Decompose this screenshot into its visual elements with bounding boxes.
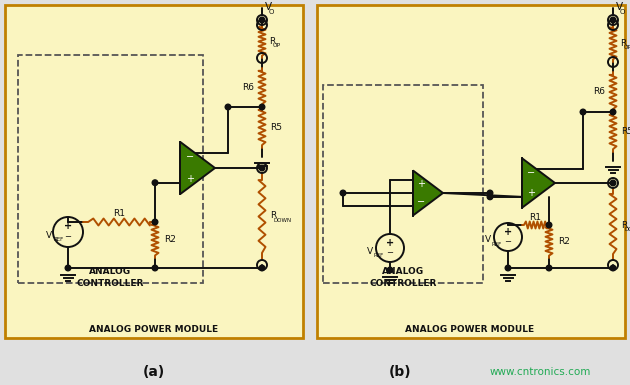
- Text: R5: R5: [270, 122, 282, 132]
- Circle shape: [225, 104, 231, 110]
- Text: ANALOG: ANALOG: [89, 268, 131, 276]
- Circle shape: [610, 180, 616, 186]
- Text: UP: UP: [623, 45, 630, 50]
- Polygon shape: [180, 142, 215, 194]
- Text: R1: R1: [113, 209, 125, 219]
- Text: −: −: [386, 248, 394, 257]
- Text: +: +: [527, 188, 536, 198]
- Text: O: O: [269, 9, 274, 15]
- Text: ANALOG POWER MODULE: ANALOG POWER MODULE: [406, 325, 535, 335]
- Text: CONTROLLER: CONTROLLER: [369, 278, 437, 288]
- Circle shape: [259, 104, 265, 110]
- Circle shape: [387, 267, 392, 273]
- Text: R: R: [621, 221, 627, 229]
- Text: V: V: [46, 231, 52, 239]
- Text: R5: R5: [621, 127, 630, 137]
- Circle shape: [580, 109, 586, 115]
- FancyBboxPatch shape: [5, 5, 303, 338]
- Text: −: −: [527, 167, 536, 177]
- Polygon shape: [522, 158, 555, 208]
- Text: +: +: [186, 174, 194, 184]
- Text: R6: R6: [242, 84, 254, 92]
- Text: DOWN: DOWN: [273, 218, 292, 223]
- Circle shape: [610, 109, 616, 115]
- Circle shape: [259, 165, 265, 171]
- Text: R1: R1: [529, 213, 541, 221]
- Circle shape: [610, 17, 616, 23]
- Circle shape: [546, 222, 552, 228]
- Circle shape: [259, 17, 265, 23]
- Text: −: −: [64, 232, 71, 241]
- Text: (b): (b): [389, 365, 411, 379]
- Circle shape: [152, 219, 158, 225]
- Text: UP: UP: [272, 43, 280, 48]
- Text: DOWN: DOWN: [624, 227, 630, 232]
- Circle shape: [546, 265, 552, 271]
- Circle shape: [259, 265, 265, 271]
- Text: R: R: [269, 37, 275, 45]
- Text: R6: R6: [593, 87, 605, 97]
- Text: −: −: [505, 237, 512, 246]
- Circle shape: [340, 190, 346, 196]
- FancyBboxPatch shape: [317, 5, 625, 338]
- Text: +: +: [386, 238, 394, 248]
- Circle shape: [487, 190, 493, 196]
- Text: ANALOG: ANALOG: [382, 268, 424, 276]
- Text: −: −: [417, 198, 425, 208]
- Text: R: R: [270, 211, 276, 221]
- Text: CONTROLLER: CONTROLLER: [76, 278, 144, 288]
- Circle shape: [152, 180, 158, 186]
- Text: R2: R2: [164, 236, 176, 244]
- Text: V: V: [616, 2, 623, 12]
- Text: +: +: [504, 227, 512, 237]
- Text: (a): (a): [143, 365, 165, 379]
- Text: −: −: [186, 152, 194, 162]
- Polygon shape: [413, 171, 443, 216]
- Text: ANALOG POWER MODULE: ANALOG POWER MODULE: [89, 325, 219, 335]
- Text: V: V: [265, 2, 272, 12]
- Text: V: V: [367, 246, 373, 256]
- Text: REF: REF: [374, 253, 384, 258]
- Text: REF: REF: [53, 237, 63, 242]
- Text: R2: R2: [558, 236, 570, 246]
- Circle shape: [505, 265, 511, 271]
- Text: +: +: [418, 179, 425, 189]
- Circle shape: [65, 265, 71, 271]
- Text: +: +: [64, 221, 72, 231]
- Text: R: R: [620, 38, 626, 47]
- Text: REF: REF: [492, 242, 502, 247]
- Circle shape: [487, 194, 493, 200]
- Text: O: O: [620, 9, 625, 15]
- Text: www.cntronics.com: www.cntronics.com: [490, 367, 592, 377]
- Circle shape: [610, 265, 616, 271]
- Circle shape: [152, 265, 158, 271]
- Text: V: V: [485, 236, 491, 244]
